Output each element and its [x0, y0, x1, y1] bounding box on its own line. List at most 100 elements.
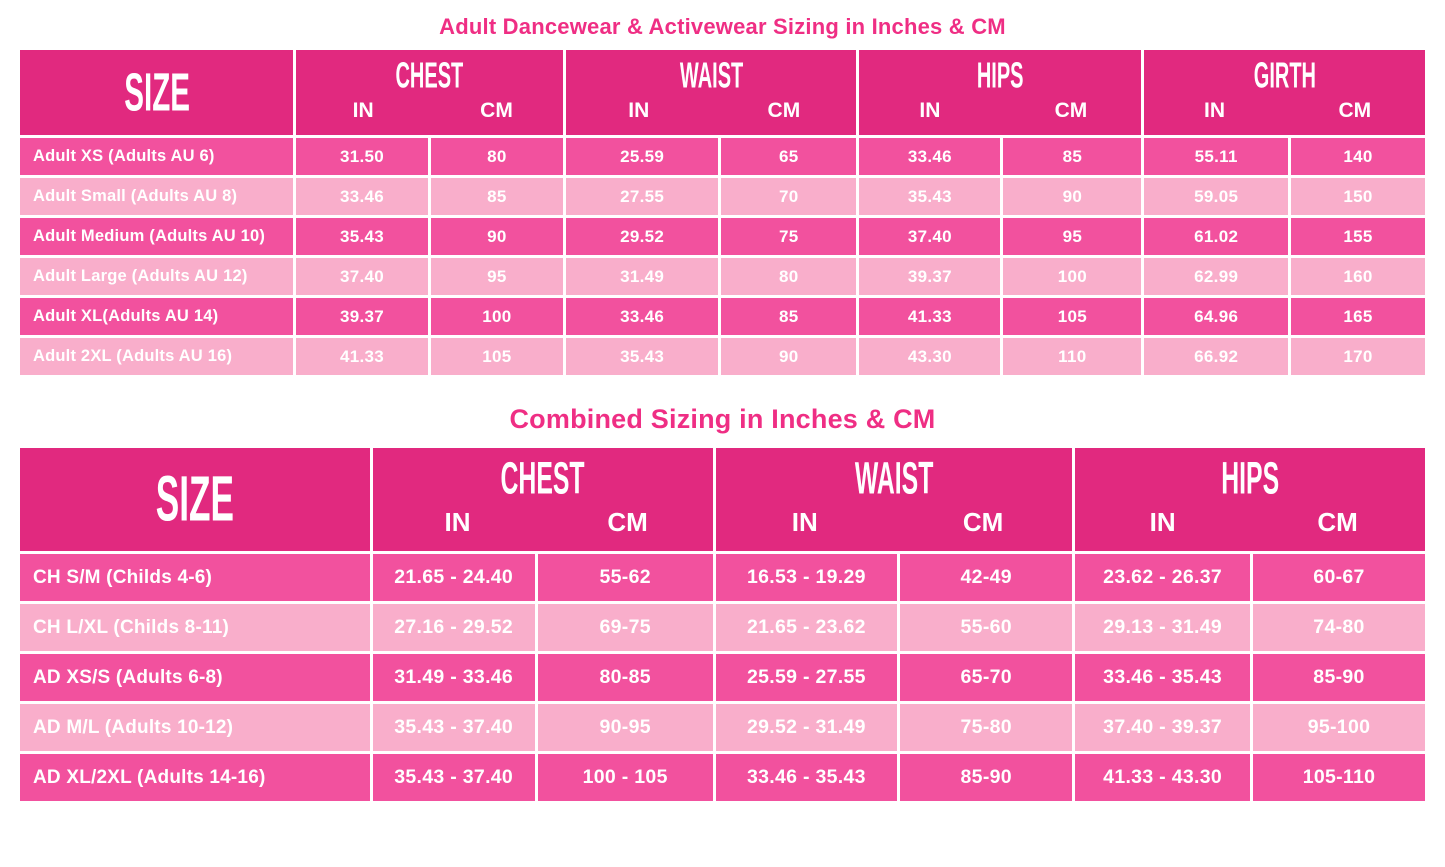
value-cell: 85 — [1003, 138, 1142, 175]
value-cell: 33.46 — [859, 138, 1001, 175]
value-cell: 105-110 — [1252, 754, 1425, 801]
combined-sizing-title: Combined Sizing in Inches & CM — [509, 404, 936, 434]
value-cell: 74-80 — [1252, 604, 1425, 651]
unit-label-in: IN — [919, 99, 941, 122]
table-row: Adult Medium (Adults AU 10) 35.43 90 29.52 7… — [20, 218, 1425, 255]
value-cell: 85-90 — [900, 754, 1073, 801]
unit-label-in: IN — [444, 507, 471, 537]
group-header-hips: HIPS IN CM — [859, 50, 1142, 135]
unit-label-cm: CM — [480, 99, 513, 122]
table-row: AD M/L (Adults 10-12) 35.43 - 37.40 90-95 2… — [20, 704, 1425, 751]
size-column-header: SIZE — [20, 50, 294, 135]
table-row: Adult XS (Adults AU 6) 31.50 80 25.59 65 33.4… — [20, 138, 1425, 175]
size-cell: Adult XS (Adults AU 6) — [20, 138, 294, 175]
value-cell: 62.99 — [1144, 258, 1288, 295]
value-cell: 70 — [721, 178, 857, 215]
unit-label-in: IN — [1204, 99, 1226, 122]
value-cell: 65-70 — [900, 654, 1073, 701]
value-cell: 41.33 — [296, 338, 428, 375]
value-cell: 33.46 — [296, 178, 428, 215]
value-cell: 33.46 — [566, 298, 719, 335]
value-cell: 37.40 — [296, 258, 428, 295]
value-cell: 90 — [1003, 178, 1142, 215]
value-cell: 25.59 - 27.55 — [715, 654, 898, 701]
table-row: AD XL/2XL (Adults 14-16) 35.43 - 37.40 100… — [20, 754, 1425, 801]
value-cell: 37.40 - 39.37 — [1075, 704, 1250, 751]
unit-label-in: IN — [628, 99, 650, 122]
value-cell: 41.33 — [859, 298, 1001, 335]
header-row: SIZE CHEST IN CM WAIST IN CM HIPS IN CM GIRTH IN CM — [20, 50, 1425, 135]
unit-label-cm: CM — [767, 99, 801, 122]
value-cell: 64.96 — [1144, 298, 1288, 335]
unit-label-cm: CM — [1054, 99, 1088, 122]
value-cell: 90 — [430, 218, 564, 255]
sizing-chart-page: Adult Dancewear & Activewear Sizing in I… — [17, 14, 1428, 804]
table-row: Adult 2XL (Adults AU 16) 41.33 105 35.43 90 4… — [20, 338, 1425, 375]
size-cell: Adult Large (Adults AU 12) — [20, 258, 294, 295]
unit-label-cm: CM — [962, 507, 1004, 537]
value-cell: 85 — [721, 298, 857, 335]
value-cell: 75-80 — [900, 704, 1073, 751]
size-cell: CH S/M (Childs 4-6) — [20, 554, 370, 601]
table-row: Adult XL(Adults AU 14) 39.37 100 33.46 85 41.… — [20, 298, 1425, 335]
value-cell: 27.16 - 29.52 — [372, 604, 535, 651]
combined-sizing-table: SIZE CHEST IN CM WAIST IN CM HIPS IN CM CH S/M (Ch… — [17, 445, 1428, 804]
value-cell: 100 - 105 — [537, 754, 713, 801]
value-cell: 95-100 — [1252, 704, 1425, 751]
size-cell: AD XS/S (Adults 6-8) — [20, 654, 370, 701]
table-row: Adult Small (Adults AU 8) 33.46 85 27.55 70 3… — [20, 178, 1425, 215]
unit-label-in: IN — [1149, 507, 1176, 537]
value-cell: 90-95 — [537, 704, 713, 751]
size-cell: Adult Small (Adults AU 8) — [20, 178, 294, 215]
value-cell: 16.53 - 19.29 — [715, 554, 898, 601]
value-cell: 37.40 — [859, 218, 1001, 255]
value-cell: 21.65 - 23.62 — [715, 604, 898, 651]
value-cell: 27.55 — [566, 178, 719, 215]
value-cell: 105 — [430, 338, 564, 375]
value-cell: 75 — [721, 218, 857, 255]
value-cell: 43.30 — [859, 338, 1001, 375]
unit-label-cm: CM — [1338, 99, 1372, 122]
unit-label-in: IN — [352, 99, 374, 122]
value-cell: 100 — [430, 298, 564, 335]
value-cell: 165 — [1290, 298, 1425, 335]
size-cell: AD M/L (Adults 10-12) — [20, 704, 370, 751]
adult-sizing-title: Adult Dancewear & Activewear Sizing in I… — [439, 14, 1006, 39]
value-cell: 39.37 — [859, 258, 1001, 295]
value-cell: 35.43 - 37.40 — [372, 754, 535, 801]
size-cell: AD XL/2XL (Adults 14-16) — [20, 754, 370, 801]
unit-label-cm: CM — [1317, 507, 1358, 537]
table-row: Adult Large (Adults AU 12) 37.40 95 31.49 80… — [20, 258, 1425, 295]
unit-label-cm: CM — [607, 507, 648, 537]
value-cell: 160 — [1290, 258, 1425, 295]
value-cell: 59.05 — [1144, 178, 1288, 215]
group-header-hips: HIPS IN CM — [1075, 448, 1425, 551]
value-cell: 60-67 — [1252, 554, 1425, 601]
value-cell: 150 — [1290, 178, 1425, 215]
value-cell: 55.11 — [1144, 138, 1288, 175]
value-cell: 33.46 - 35.43 — [1075, 654, 1250, 701]
value-cell: 80-85 — [537, 654, 713, 701]
value-cell: 41.33 - 43.30 — [1075, 754, 1250, 801]
value-cell: 31.50 — [296, 138, 428, 175]
value-cell: 35.43 - 37.40 — [372, 704, 535, 751]
value-cell: 33.46 - 35.43 — [715, 754, 898, 801]
value-cell: 90 — [721, 338, 857, 375]
value-cell: 29.52 — [566, 218, 719, 255]
group-header-waist: WAIST IN CM — [566, 50, 857, 135]
value-cell: 25.59 — [566, 138, 719, 175]
size-cell: Adult 2XL (Adults AU 16) — [20, 338, 294, 375]
value-cell: 80 — [430, 138, 564, 175]
unit-label-in: IN — [791, 507, 818, 537]
adult-sizing-table: SIZE CHEST IN CM WAIST IN CM HIPS IN CM GIRTH IN CM A… — [17, 47, 1428, 378]
value-cell: 55-62 — [537, 554, 713, 601]
value-cell: 55-60 — [900, 604, 1073, 651]
value-cell: 31.49 - 33.46 — [372, 654, 535, 701]
value-cell: 29.52 - 31.49 — [715, 704, 898, 751]
group-header-waist: WAIST IN CM — [715, 448, 1073, 551]
value-cell: 95 — [430, 258, 564, 295]
value-cell: 80 — [721, 258, 857, 295]
value-cell: 29.13 - 31.49 — [1075, 604, 1250, 651]
size-cell: CH L/XL (Childs 8-11) — [20, 604, 370, 651]
group-header-chest: CHEST IN CM — [372, 448, 713, 551]
